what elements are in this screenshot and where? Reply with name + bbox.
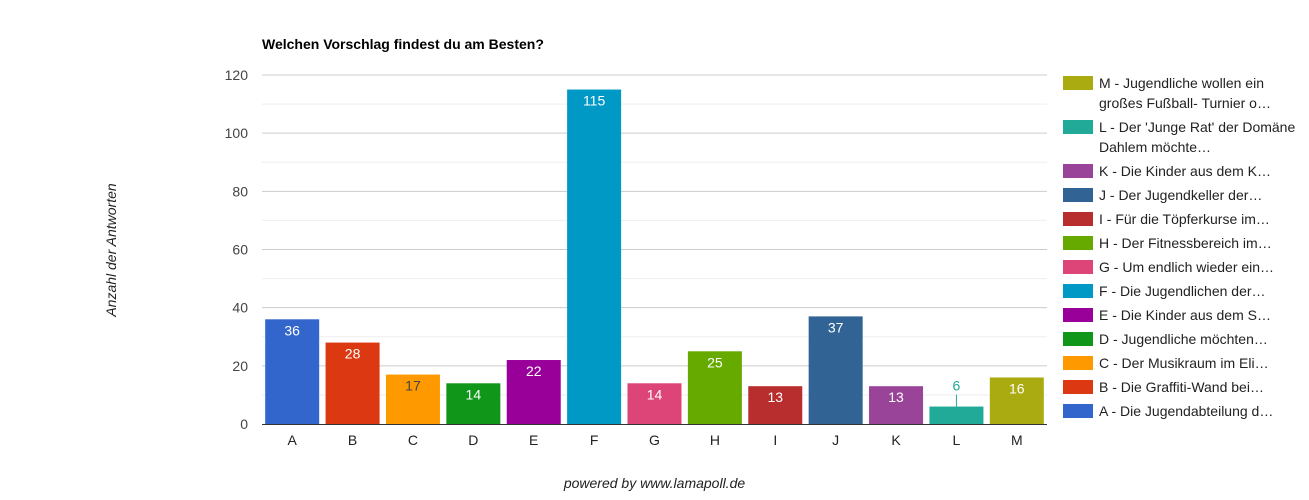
legend-swatch — [1063, 236, 1093, 250]
y-tick-label: 100 — [225, 125, 249, 141]
x-tick-label: B — [348, 432, 357, 448]
legend-item: M - Jugendliche wollen ein großes Fußbal… — [1063, 73, 1303, 113]
legend-label: J - Der Jugendkeller der… — [1099, 187, 1263, 203]
x-tick-label: K — [891, 432, 901, 448]
x-tick-label: F — [590, 432, 599, 448]
y-tick-label: 20 — [232, 358, 248, 374]
legend-item: H - Der Fitnessbereich im… — [1063, 233, 1303, 253]
footer-credit: powered by www.lamapoll.de — [563, 475, 746, 491]
legend-swatch — [1063, 284, 1093, 298]
x-tick-label: I — [773, 432, 777, 448]
data-label: 115 — [583, 93, 606, 109]
data-label: 13 — [888, 389, 904, 405]
x-tick-label: L — [953, 432, 961, 448]
x-tick-label: H — [710, 432, 720, 448]
bar-F — [567, 89, 622, 425]
legend-item: F - Die Jugendlichen der… — [1063, 281, 1303, 301]
x-tick-label: A — [288, 432, 298, 448]
y-tick-label: 120 — [225, 67, 249, 83]
data-label: 28 — [345, 346, 361, 362]
legend-swatch — [1063, 404, 1093, 418]
bar-J — [808, 316, 863, 424]
bar-K — [869, 386, 924, 424]
x-tick-label: M — [1011, 432, 1023, 448]
legend-label: I - Für die Töpferkurse im… — [1099, 211, 1270, 227]
legend-swatch — [1063, 356, 1093, 370]
legend-label: C - Der Musikraum im Eli… — [1099, 355, 1269, 371]
data-label: 13 — [767, 389, 783, 405]
data-label: 14 — [647, 386, 663, 402]
legend-swatch — [1063, 380, 1093, 394]
legend-swatch — [1063, 188, 1093, 202]
legend-item: J - Der Jugendkeller der… — [1063, 185, 1303, 205]
legend-item: G - Um endlich wieder ein… — [1063, 257, 1303, 277]
x-tick-label: C — [408, 432, 418, 448]
y-axis-title: Anzahl der Antworten — [103, 183, 119, 318]
legend-label: G - Um endlich wieder ein… — [1099, 259, 1275, 275]
legend-item: B - Die Graffiti-Wand bei… — [1063, 377, 1303, 397]
legend-swatch — [1063, 76, 1093, 90]
legend-swatch — [1063, 212, 1093, 226]
y-tick-label: 60 — [232, 242, 248, 258]
bar-C — [385, 374, 440, 424]
y-tick-label: 80 — [232, 183, 248, 199]
x-tick-label: D — [468, 432, 478, 448]
legend-item: K - Die Kinder aus dem K… — [1063, 161, 1303, 181]
legend-label: A - Die Jugendabteilung d… — [1099, 403, 1274, 419]
legend-item: A - Die Jugendabteilung d… — [1063, 401, 1303, 421]
bar-L — [929, 406, 984, 424]
chart-title: Welchen Vorschlag findest du am Besten? — [262, 36, 544, 52]
data-label: 36 — [284, 322, 300, 338]
data-label: 25 — [707, 354, 723, 370]
legend-label: M - Jugendliche wollen ein großes Fußbal… — [1099, 75, 1271, 111]
data-label: 6 — [953, 378, 961, 394]
data-label: 14 — [466, 386, 482, 402]
legend-label: D - Jugendliche möchten… — [1099, 331, 1268, 347]
legend-label: L - Der 'Junge Rat' der Domäne Dahlem mö… — [1099, 119, 1296, 155]
data-label: 16 — [1009, 380, 1025, 396]
data-label: 37 — [828, 319, 844, 335]
legend-item: I - Für die Töpferkurse im… — [1063, 209, 1303, 229]
legend-label: K - Die Kinder aus dem K… — [1099, 163, 1271, 179]
bar-E — [506, 360, 561, 424]
x-tick-label: J — [832, 432, 839, 448]
legend-item: L - Der 'Junge Rat' der Domäne Dahlem mö… — [1063, 117, 1303, 157]
legend-item: D - Jugendliche möchten… — [1063, 329, 1303, 349]
legend-swatch — [1063, 260, 1093, 274]
legend-item: E - Die Kinder aus dem S… — [1063, 305, 1303, 325]
bar-G — [627, 383, 682, 424]
legend-swatch — [1063, 308, 1093, 322]
bar-D — [446, 383, 501, 424]
bar-A — [265, 319, 320, 424]
legend: M - Jugendliche wollen ein großes Fußbal… — [1063, 73, 1303, 425]
bar-I — [748, 386, 803, 424]
legend-swatch — [1063, 332, 1093, 346]
y-tick-label: 40 — [232, 300, 248, 316]
legend-item: C - Der Musikraum im Eli… — [1063, 353, 1303, 373]
legend-swatch — [1063, 164, 1093, 178]
x-tick-label: E — [529, 432, 538, 448]
bar-M — [989, 377, 1044, 424]
legend-label: F - Die Jugendlichen der… — [1099, 283, 1266, 299]
bar-H — [687, 351, 742, 424]
legend-label: B - Die Graffiti-Wand bei… — [1099, 379, 1264, 395]
y-tick-label: 0 — [240, 416, 248, 432]
bar-B — [325, 342, 380, 424]
data-label: 22 — [526, 363, 542, 379]
data-label: 17 — [405, 378, 421, 394]
legend-label: E - Die Kinder aus dem S… — [1099, 307, 1271, 323]
legend-swatch — [1063, 120, 1093, 134]
x-tick-label: G — [649, 432, 660, 448]
legend-label: H - Der Fitnessbereich im… — [1099, 235, 1272, 251]
